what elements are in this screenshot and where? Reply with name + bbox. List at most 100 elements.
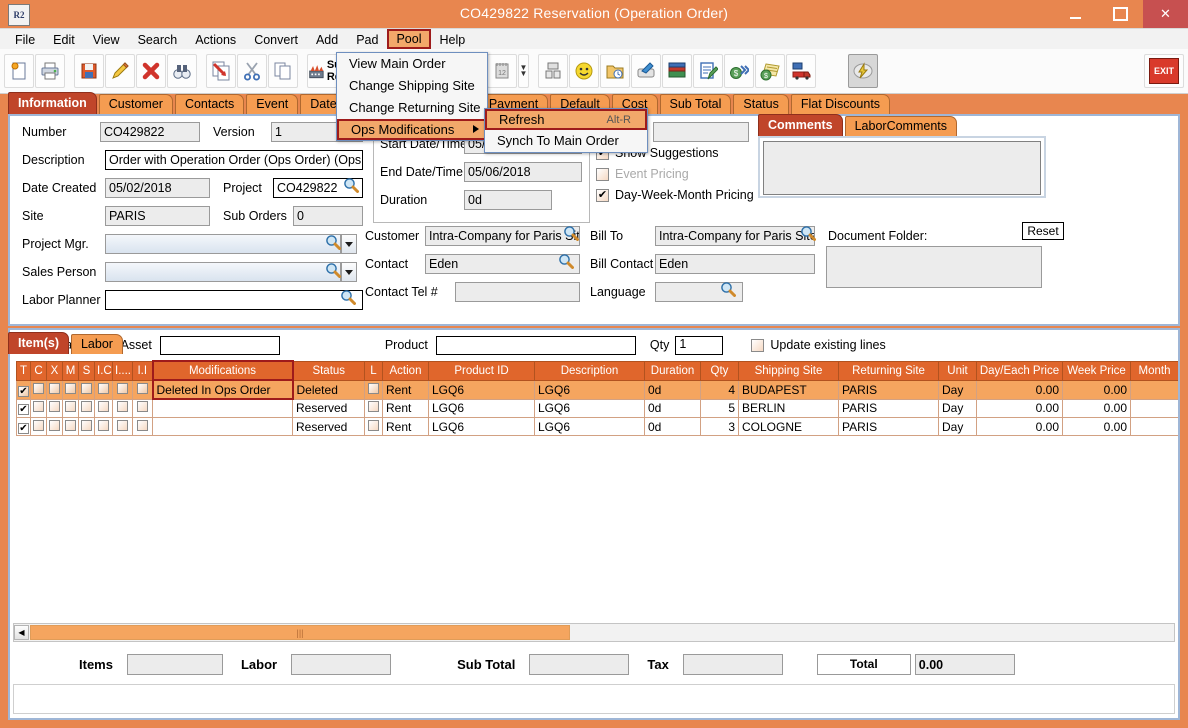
cell-i2[interactable] (132, 398, 153, 418)
tab-customer[interactable]: Customer (98, 94, 173, 114)
find-binoculars-icon[interactable] (167, 54, 197, 88)
grid-header-week_price[interactable]: Week Price (1062, 360, 1131, 381)
product-input[interactable] (435, 335, 636, 355)
smiley-icon[interactable] (569, 54, 599, 88)
notepad-icon[interactable]: 12 (487, 54, 517, 88)
cell-shipping_site[interactable]: COLOGNE (738, 417, 839, 436)
menu-item-change-returning-site[interactable]: Change Returning Site (349, 100, 481, 115)
tab-labor-comments[interactable]: LaborComments (844, 116, 957, 136)
cell-ic[interactable] (94, 379, 113, 400)
cell-s[interactable] (78, 379, 95, 400)
maximize-button[interactable] (1098, 0, 1143, 28)
cell-month_price[interactable] (1130, 379, 1178, 400)
checkbox-icon[interactable] (81, 401, 92, 413)
truck-return-icon[interactable] (786, 54, 816, 88)
tab-sub-total[interactable]: Sub Total (659, 94, 732, 114)
customer-search-icon[interactable] (563, 225, 579, 241)
edit-pencil-icon[interactable] (105, 54, 135, 88)
tab-status[interactable]: Status (733, 94, 789, 114)
cell-day_each_price[interactable]: 0.00 (976, 398, 1063, 418)
checkbox-icon[interactable] (81, 419, 92, 431)
checkbox-icon[interactable] (65, 401, 76, 413)
cell-m[interactable] (62, 379, 79, 400)
cell-status[interactable]: Deleted (292, 379, 365, 400)
cell-m[interactable] (62, 417, 79, 436)
grid-header-status[interactable]: Status (292, 360, 365, 381)
cell-description[interactable]: LGQ6 (534, 398, 645, 418)
menu-file[interactable]: File (15, 33, 36, 47)
day-week-month-pricing-checkbox[interactable]: ✔ Day-Week-Month Pricing (596, 188, 754, 202)
cell-duration[interactable]: 0d (644, 379, 701, 400)
checkbox-checked-icon[interactable]: ✔ (18, 422, 29, 434)
cell-week_price[interactable]: 0.00 (1062, 417, 1131, 436)
delete-icon[interactable] (136, 54, 166, 88)
grid-header-x[interactable]: X (46, 360, 63, 381)
menu-pad[interactable]: Pad (356, 33, 379, 47)
cell-week_price[interactable]: 0.00 (1062, 398, 1131, 418)
checkbox-icon[interactable] (117, 382, 128, 394)
project-mgr-search-icon[interactable] (325, 234, 341, 250)
grid-header-c[interactable]: C (30, 360, 47, 381)
checkbox-icon[interactable] (98, 419, 109, 431)
asset-input[interactable] (159, 335, 280, 355)
checkbox-icon[interactable] (81, 382, 92, 394)
bill-to-field[interactable]: Intra-Company for Paris Site (655, 226, 815, 246)
table-row[interactable]: ✔ Deleted In Ops Order Deleted Rent LGQ6 LGQ6… (16, 379, 1178, 400)
customer-field[interactable]: Intra-Company for Paris Site (425, 226, 580, 246)
database-icon[interactable] (662, 54, 692, 88)
project-mgr-field[interactable] (105, 234, 341, 254)
checkbox-icon[interactable] (137, 419, 148, 431)
checkbox-icon[interactable] (98, 382, 109, 394)
cell-modifications[interactable] (152, 398, 293, 418)
menu-edit[interactable]: Edit (53, 33, 75, 47)
checkbox-icon[interactable] (33, 382, 44, 394)
language-search-icon[interactable] (720, 281, 736, 297)
grid-header-action[interactable]: Action (382, 360, 429, 381)
cell-duration[interactable]: 0d (644, 417, 701, 436)
cell-returning_site[interactable]: PARIS (838, 398, 939, 418)
cell-month_price[interactable] (1130, 398, 1178, 418)
cell-l[interactable] (364, 417, 383, 436)
checkbox-icon[interactable] (33, 419, 44, 431)
cell-day_each_price[interactable]: 0.00 (976, 379, 1063, 400)
cell-ic[interactable] (94, 398, 113, 418)
grid-header-t[interactable]: T (16, 360, 31, 381)
cell-returning_site[interactable]: PARIS (838, 417, 939, 436)
grid-header-s[interactable]: S (78, 360, 95, 381)
cell-t[interactable]: ✔ (16, 398, 31, 418)
cell-month_price[interactable] (1130, 417, 1178, 436)
checkbox-icon[interactable] (65, 382, 76, 394)
cell-t[interactable]: ✔ (16, 379, 31, 400)
keyboard-icon[interactable] (631, 54, 661, 88)
minimize-button[interactable] (1053, 0, 1098, 28)
cell-i2[interactable] (132, 417, 153, 436)
project-search-icon[interactable] (343, 177, 359, 193)
checkbox-icon[interactable] (49, 401, 60, 413)
table-row[interactable]: ✔ Reserved Rent LGQ6 LGQ6 0d 5 BERLIN PARIS Day 0.… (16, 398, 1178, 418)
cell-product_id[interactable]: LGQ6 (428, 379, 535, 400)
notepad-dropdown-arrow-icon[interactable]: ▼ ▼ (518, 54, 529, 88)
cell-c[interactable] (30, 417, 47, 436)
tab-event[interactable]: Event (246, 94, 299, 114)
menu-search[interactable]: Search (137, 33, 178, 47)
comments-textarea[interactable] (763, 141, 1041, 195)
grid-header-unit[interactable]: Unit (938, 360, 977, 381)
cut-scissors-icon[interactable] (237, 54, 267, 88)
menu-item-ops-modifications[interactable]: Ops Modifications (337, 119, 487, 140)
cell-c[interactable] (30, 398, 47, 418)
grid-header-m[interactable]: M (62, 360, 79, 381)
cell-qty[interactable]: 3 (700, 417, 739, 436)
contact-search-icon[interactable] (558, 253, 574, 269)
sales-person-dropdown-button[interactable] (341, 262, 357, 282)
project-mgr-dropdown-button[interactable] (341, 234, 357, 254)
cell-l[interactable] (364, 379, 383, 400)
checkbox-icon[interactable] (368, 419, 379, 431)
cell-c[interactable] (30, 379, 47, 400)
grid-header-product_id[interactable]: Product ID (428, 360, 535, 381)
menu-help[interactable]: Help (439, 33, 466, 47)
cell-x[interactable] (46, 398, 63, 418)
cell-unit[interactable]: Day (938, 398, 977, 418)
checkbox-icon[interactable] (368, 382, 379, 394)
qty-input[interactable]: 1 (675, 335, 724, 355)
menu-convert[interactable]: Convert (254, 33, 298, 47)
